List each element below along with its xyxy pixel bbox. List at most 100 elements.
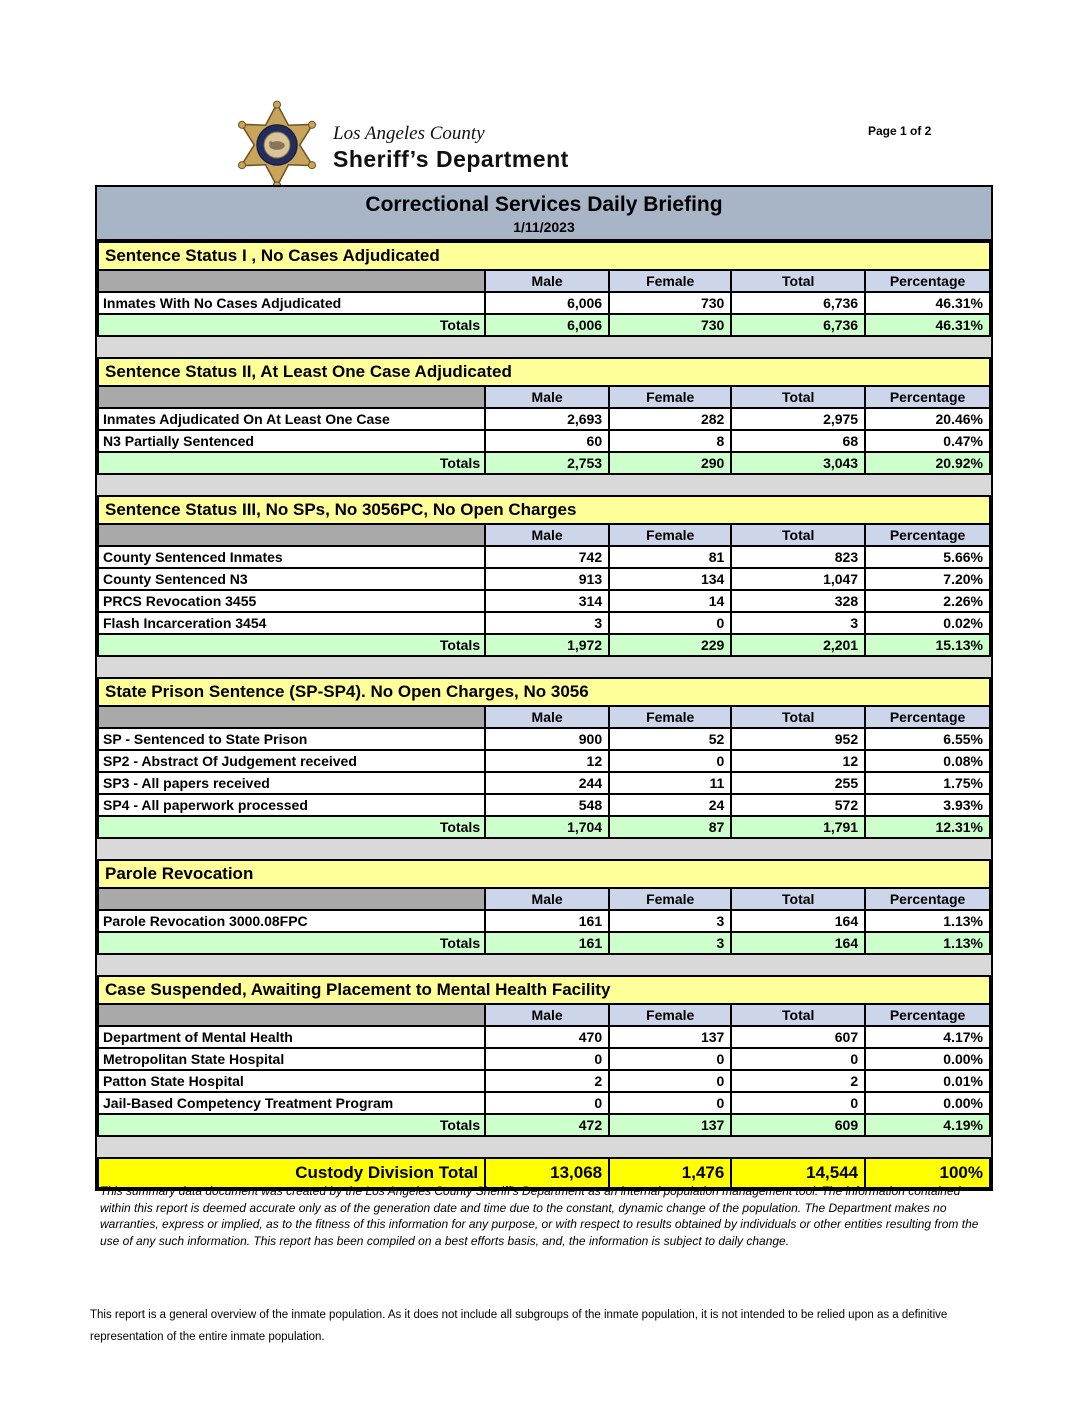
totals-male: 1,704	[484, 815, 611, 839]
disclaimer-text: This summary data document was created b…	[100, 1184, 979, 1248]
report-container: Correctional Services Daily Briefing 1/1…	[95, 185, 993, 1191]
column-header-female: Female	[608, 705, 733, 729]
totals-row: Totals 1,704 87 1,791 12.31%	[96, 815, 991, 839]
column-header-spacer	[96, 385, 487, 409]
row-label: SP2 - Abstract Of Judgement received	[96, 749, 487, 773]
row-total: 1,047	[730, 567, 867, 591]
row-label: Metropolitan State Hospital	[96, 1047, 487, 1071]
row-label: Flash Incarceration 3454	[96, 611, 487, 635]
row-label: N3 Partially Sentenced	[96, 429, 487, 453]
agency-name: Los Angeles County Sheriff’s Department	[333, 123, 569, 173]
row-total: 952	[730, 727, 867, 751]
row-female: 52	[608, 727, 733, 751]
sections-area: Sentence Status I , No Cases Adjudicated…	[96, 241, 991, 1157]
column-header-male: Male	[484, 705, 611, 729]
row-total: 68	[730, 429, 867, 453]
row-female: 24	[608, 793, 733, 817]
row-label: SP4 - All paperwork processed	[96, 793, 487, 817]
column-header-female: Female	[608, 523, 733, 547]
totals-female: 229	[608, 633, 733, 657]
row-female: 282	[608, 407, 733, 431]
totals-total: 2,201	[730, 633, 867, 657]
row-male: 0	[484, 1047, 611, 1071]
row-percentage: 0.00%	[864, 1047, 991, 1071]
section-header-row: Parole Revocation	[97, 859, 991, 889]
row-female: 0	[608, 1047, 733, 1071]
row-percentage: 6.55%	[864, 727, 991, 751]
section-table-3: Sentence Status III, No SPs, No 3056PC, …	[96, 495, 991, 657]
report-date: 1/11/2023	[513, 219, 575, 235]
totals-row: Totals 6,006 730 6,736 46.31%	[96, 313, 991, 337]
table-row: SP4 - All paperwork processed 548 24 572 3.9…	[96, 793, 991, 817]
table-row: PRCS Revocation 3455 314 14 328 2.26%	[96, 589, 991, 613]
section-header-row: Sentence Status II, At Least One Case Ad…	[97, 357, 991, 387]
row-male: 913	[484, 567, 611, 591]
row-total: 0	[730, 1091, 867, 1115]
row-percentage: 0.02%	[864, 611, 991, 635]
row-female: 14	[608, 589, 733, 613]
report-title: Correctional Services Daily Briefing	[365, 193, 723, 216]
section-title: Sentence Status III, No SPs, No 3056PC, …	[97, 495, 991, 525]
column-header-male: Male	[484, 887, 611, 911]
totals-row: Totals 1,972 229 2,201 15.13%	[96, 633, 991, 657]
row-percentage: 5.66%	[864, 545, 991, 569]
section-title: Parole Revocation	[97, 859, 991, 889]
column-header-spacer	[96, 523, 487, 547]
column-header-row: Male Female Total Percentage	[96, 385, 991, 409]
row-total: 6,736	[730, 291, 867, 315]
row-percentage: 3.93%	[864, 793, 991, 817]
custody-division-total-table: Custody Division Total 13,068 1,476 14,5…	[96, 1157, 991, 1189]
column-header-female: Female	[608, 269, 733, 293]
row-percentage: 46.31%	[864, 291, 991, 315]
totals-male: 2,753	[484, 451, 611, 475]
row-male: 6,006	[484, 291, 611, 315]
totals-percentage: 15.13%	[864, 633, 991, 657]
column-header-spacer	[96, 887, 487, 911]
column-header-female: Female	[608, 385, 733, 409]
row-percentage: 20.46%	[864, 407, 991, 431]
column-header-percentage: Percentage	[864, 1003, 991, 1027]
row-total: 328	[730, 589, 867, 613]
row-female: 730	[608, 291, 733, 315]
column-header-total: Total	[730, 705, 867, 729]
table-row: SP - Sentenced to State Prison 900 52 952 6.…	[96, 727, 991, 751]
column-header-total: Total	[730, 269, 867, 293]
row-male: 0	[484, 1091, 611, 1115]
row-female: 3	[608, 909, 733, 933]
totals-total: 164	[730, 931, 867, 955]
custody-division-total-row: Custody Division Total 13,068 1,476 14,5…	[96, 1157, 991, 1189]
row-percentage: 0.00%	[864, 1091, 991, 1115]
column-header-total: Total	[730, 887, 867, 911]
totals-label: Totals	[96, 451, 487, 475]
totals-female: 87	[608, 815, 733, 839]
row-female: 81	[608, 545, 733, 569]
column-header-row: Male Female Total Percentage	[96, 523, 991, 547]
row-total: 607	[730, 1025, 867, 1049]
row-label: Parole Revocation 3000.08FPC	[96, 909, 487, 933]
row-male: 2	[484, 1069, 611, 1093]
totals-total: 3,043	[730, 451, 867, 475]
column-header-spacer	[96, 269, 487, 293]
row-male: 3	[484, 611, 611, 635]
table-row: SP3 - All papers received 244 11 255 1.75%	[96, 771, 991, 795]
table-row: Patton State Hospital 2 0 2 0.01%	[96, 1069, 991, 1093]
table-row: Department of Mental Health 470 137 607 4.17…	[96, 1025, 991, 1049]
column-header-total: Total	[730, 385, 867, 409]
column-header-spacer	[96, 705, 487, 729]
grand-total-total: 14,544	[730, 1157, 867, 1189]
totals-percentage: 20.92%	[864, 451, 991, 475]
row-male: 161	[484, 909, 611, 933]
totals-label: Totals	[96, 815, 487, 839]
column-header-female: Female	[608, 1003, 733, 1027]
row-female: 11	[608, 771, 733, 795]
row-male: 548	[484, 793, 611, 817]
row-label: County Sentenced N3	[96, 567, 487, 591]
row-total: 12	[730, 749, 867, 773]
table-row: SP2 - Abstract Of Judgement received 12 0 1…	[96, 749, 991, 773]
table-row: Flash Incarceration 3454 3 0 3 0.02%	[96, 611, 991, 635]
section-header-row: Sentence Status III, No SPs, No 3056PC, …	[97, 495, 991, 525]
totals-label: Totals	[96, 313, 487, 337]
column-header-percentage: Percentage	[864, 705, 991, 729]
section-table-5: Parole Revocation Male Female Total Percenta…	[96, 859, 991, 955]
agency-name-county: Los Angeles County	[333, 123, 485, 144]
